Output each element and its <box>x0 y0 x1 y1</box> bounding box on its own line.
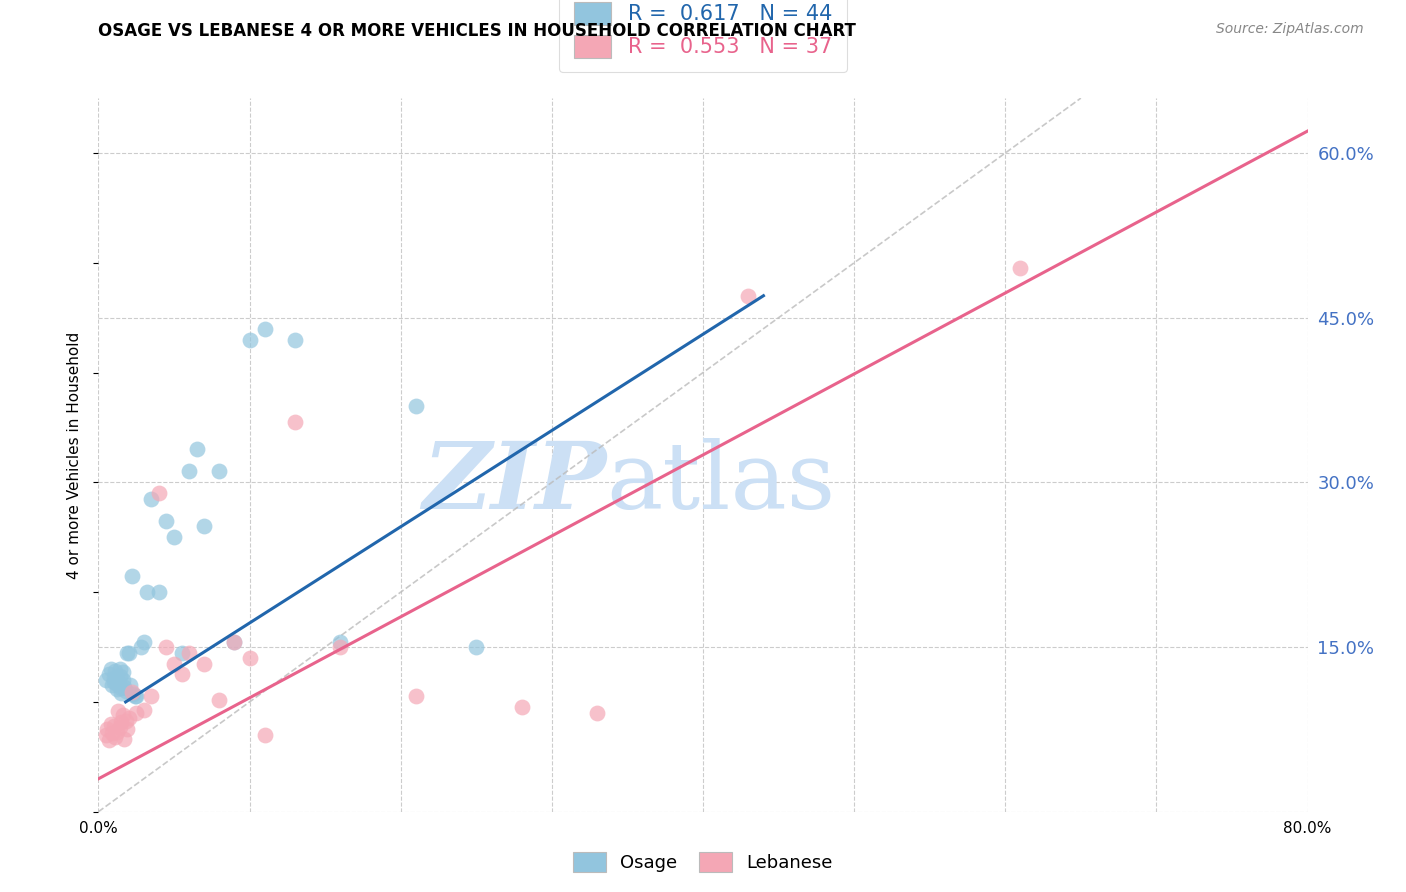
Point <box>111 665 134 680</box>
Point <box>148 585 170 599</box>
Point <box>284 415 307 429</box>
Point <box>208 692 231 706</box>
Point <box>155 514 177 528</box>
Point <box>112 732 135 747</box>
Point <box>179 464 201 478</box>
Point <box>103 675 125 690</box>
Point <box>94 728 117 742</box>
Point <box>118 646 141 660</box>
Point <box>737 289 759 303</box>
Point <box>120 678 142 692</box>
Y-axis label: 4 or more Vehicles in Household: 4 or more Vehicles in Household <box>67 331 83 579</box>
Point <box>108 668 131 682</box>
Point <box>103 671 125 685</box>
Point <box>100 717 122 731</box>
Point <box>103 719 125 733</box>
Text: atlas: atlas <box>606 439 835 528</box>
Point <box>239 333 262 347</box>
Point <box>111 708 134 723</box>
Point <box>110 681 132 695</box>
Point <box>586 706 609 720</box>
Point <box>510 700 533 714</box>
Point <box>1010 261 1032 276</box>
Point <box>170 667 193 681</box>
Point <box>125 690 148 704</box>
Point <box>163 530 186 544</box>
Point <box>105 681 128 696</box>
Point <box>115 646 138 660</box>
Point <box>110 714 132 729</box>
Point <box>104 730 127 744</box>
Point <box>124 690 146 704</box>
Point <box>105 724 128 739</box>
Point <box>186 442 208 457</box>
Point <box>179 646 201 660</box>
Point <box>107 674 129 689</box>
Point <box>101 678 124 692</box>
Point <box>129 640 152 654</box>
Point <box>141 690 163 704</box>
Point <box>105 677 128 691</box>
Text: Source: ZipAtlas.com: Source: ZipAtlas.com <box>1216 22 1364 37</box>
Point <box>405 690 427 704</box>
Point <box>224 634 246 648</box>
Point <box>125 706 148 720</box>
Point <box>100 662 122 676</box>
Legend: Osage, Lebanese: Osage, Lebanese <box>564 843 842 881</box>
Point <box>121 568 143 582</box>
Point <box>101 725 124 739</box>
Point <box>405 399 427 413</box>
Point <box>115 723 138 737</box>
Point <box>170 646 193 660</box>
Point <box>239 651 262 665</box>
Point <box>132 703 155 717</box>
Point <box>155 640 177 654</box>
Point <box>193 657 215 671</box>
Point <box>141 491 163 506</box>
Point <box>121 685 143 699</box>
Point <box>108 662 131 676</box>
Point <box>148 486 170 500</box>
Point <box>253 321 276 335</box>
Point <box>193 519 215 533</box>
Point <box>112 680 135 694</box>
Point <box>122 687 145 701</box>
Point <box>94 673 117 687</box>
Point <box>163 657 186 671</box>
Point <box>135 585 157 599</box>
Point <box>114 714 136 728</box>
Point <box>132 634 155 648</box>
Point <box>329 634 352 648</box>
Text: OSAGE VS LEBANESE 4 OR MORE VEHICLES IN HOUSEHOLD CORRELATION CHART: OSAGE VS LEBANESE 4 OR MORE VEHICLES IN … <box>98 22 856 40</box>
Point <box>108 720 131 734</box>
Point <box>208 464 231 478</box>
Point <box>118 711 141 725</box>
Point <box>329 640 352 654</box>
Text: ZIP: ZIP <box>422 439 606 528</box>
Point <box>107 704 129 718</box>
Point <box>284 333 307 347</box>
Point <box>114 684 136 698</box>
Point <box>104 664 127 678</box>
Point <box>110 686 132 700</box>
Point <box>98 733 121 747</box>
Point <box>465 640 488 654</box>
Point <box>224 634 246 648</box>
Point <box>111 673 134 687</box>
Point <box>253 728 276 742</box>
Point <box>98 667 121 681</box>
Point <box>96 723 118 737</box>
